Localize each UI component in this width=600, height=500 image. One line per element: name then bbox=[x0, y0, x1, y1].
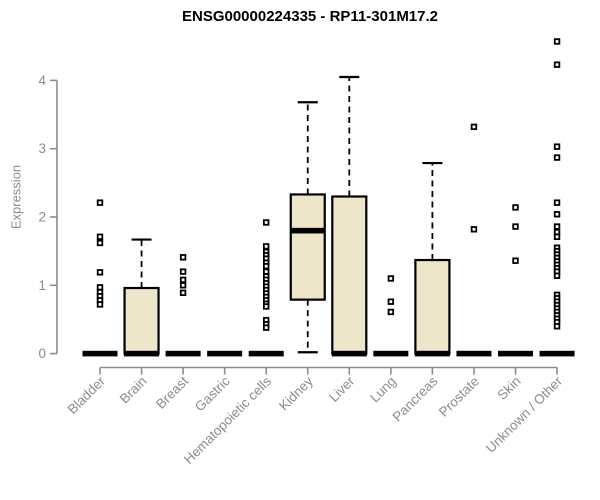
outlier-point bbox=[179, 268, 187, 275]
axis-tick-label: Bladder bbox=[65, 373, 109, 417]
outlier-point bbox=[387, 298, 395, 305]
outlier-point bbox=[179, 276, 187, 284]
axis-tick-label: Liver bbox=[326, 373, 358, 405]
axis-tick-label: Unknown / Other bbox=[483, 373, 566, 456]
outlier-point bbox=[179, 254, 187, 261]
outlier-point bbox=[553, 223, 561, 230]
median-bar bbox=[373, 350, 409, 357]
iqr-box bbox=[414, 258, 451, 355]
outlier-point bbox=[96, 199, 104, 206]
axis-tick-label: 4 bbox=[38, 73, 46, 88]
outlier-point bbox=[470, 226, 478, 233]
axis-tick-label: Prostate bbox=[436, 374, 482, 420]
outlier-point bbox=[512, 257, 519, 264]
median-bar bbox=[82, 350, 118, 357]
outlier-point bbox=[553, 233, 561, 241]
iqr-box bbox=[331, 195, 368, 355]
outlier-point bbox=[262, 324, 270, 331]
outlier-point bbox=[553, 143, 561, 150]
outlier-point bbox=[262, 262, 270, 270]
iqr-box bbox=[123, 286, 160, 355]
axis-tick-label: Breast bbox=[153, 373, 191, 411]
median-bar bbox=[331, 350, 367, 357]
outlier-point bbox=[179, 282, 187, 289]
outlier-point bbox=[512, 204, 519, 211]
boxplot-lung bbox=[373, 275, 409, 357]
outlier-point bbox=[553, 154, 561, 161]
axis-tick-label: 0 bbox=[38, 346, 46, 361]
median-bar bbox=[414, 350, 450, 357]
outlier-point bbox=[470, 123, 478, 131]
median-bar bbox=[207, 350, 243, 357]
outlier-point bbox=[96, 301, 104, 308]
axis-tick-label: 3 bbox=[38, 141, 46, 156]
median-bar bbox=[248, 350, 284, 357]
outlier-point bbox=[553, 323, 561, 330]
axis-tick-label: 1 bbox=[38, 278, 46, 293]
outlier-point bbox=[553, 38, 561, 45]
axis-tick-label: Brain bbox=[117, 374, 150, 407]
outlier-point bbox=[387, 275, 395, 282]
outlier-point bbox=[553, 211, 561, 218]
y-axis: 0 1 2 3 4 bbox=[38, 73, 58, 361]
boxplot-gastric bbox=[207, 350, 243, 357]
outlier-point bbox=[512, 223, 519, 230]
axis-tick-label: Gastric bbox=[192, 373, 233, 414]
outlier-point bbox=[553, 61, 561, 68]
median-bar bbox=[165, 350, 201, 357]
boxplot-bladder bbox=[82, 199, 118, 357]
axis-tick-label: Lung bbox=[367, 374, 399, 406]
boxplot-pancreas bbox=[414, 161, 451, 357]
median-bar bbox=[290, 227, 326, 234]
median-bar bbox=[539, 350, 575, 357]
outlier-point bbox=[96, 239, 104, 247]
outlier-point bbox=[262, 219, 270, 226]
median-bar bbox=[456, 350, 492, 357]
boxplot-kidney bbox=[289, 101, 326, 354]
axis-tick-label: Kidney bbox=[276, 373, 316, 413]
boxplot-hematopoietic-cells bbox=[248, 219, 284, 357]
boxplot-unknown-other bbox=[539, 38, 575, 357]
outlier-point bbox=[179, 289, 187, 297]
outlier-point bbox=[553, 199, 561, 206]
chart-title: ENSG00000224335 - RP11-301M17.2 bbox=[181, 8, 439, 25]
boxplot-prostate bbox=[456, 123, 492, 357]
median-bar bbox=[124, 350, 160, 357]
boxplot-skin bbox=[498, 204, 533, 357]
axis-tick-label: 2 bbox=[38, 210, 46, 225]
iqr-box bbox=[289, 193, 326, 301]
outlier-point bbox=[96, 233, 104, 241]
boxplot-liver bbox=[331, 75, 368, 357]
outlier-point bbox=[96, 269, 104, 276]
axis-tick-label: Pancreas bbox=[390, 373, 441, 424]
outlier-point bbox=[262, 243, 270, 250]
boxplot-breast bbox=[165, 254, 201, 357]
axis-tick-label: Skin bbox=[494, 374, 523, 403]
outlier-point bbox=[262, 303, 270, 310]
boxplot-brain bbox=[123, 238, 160, 357]
outlier-point bbox=[553, 272, 561, 279]
median-bar bbox=[498, 350, 533, 357]
outlier-point bbox=[387, 308, 395, 316]
